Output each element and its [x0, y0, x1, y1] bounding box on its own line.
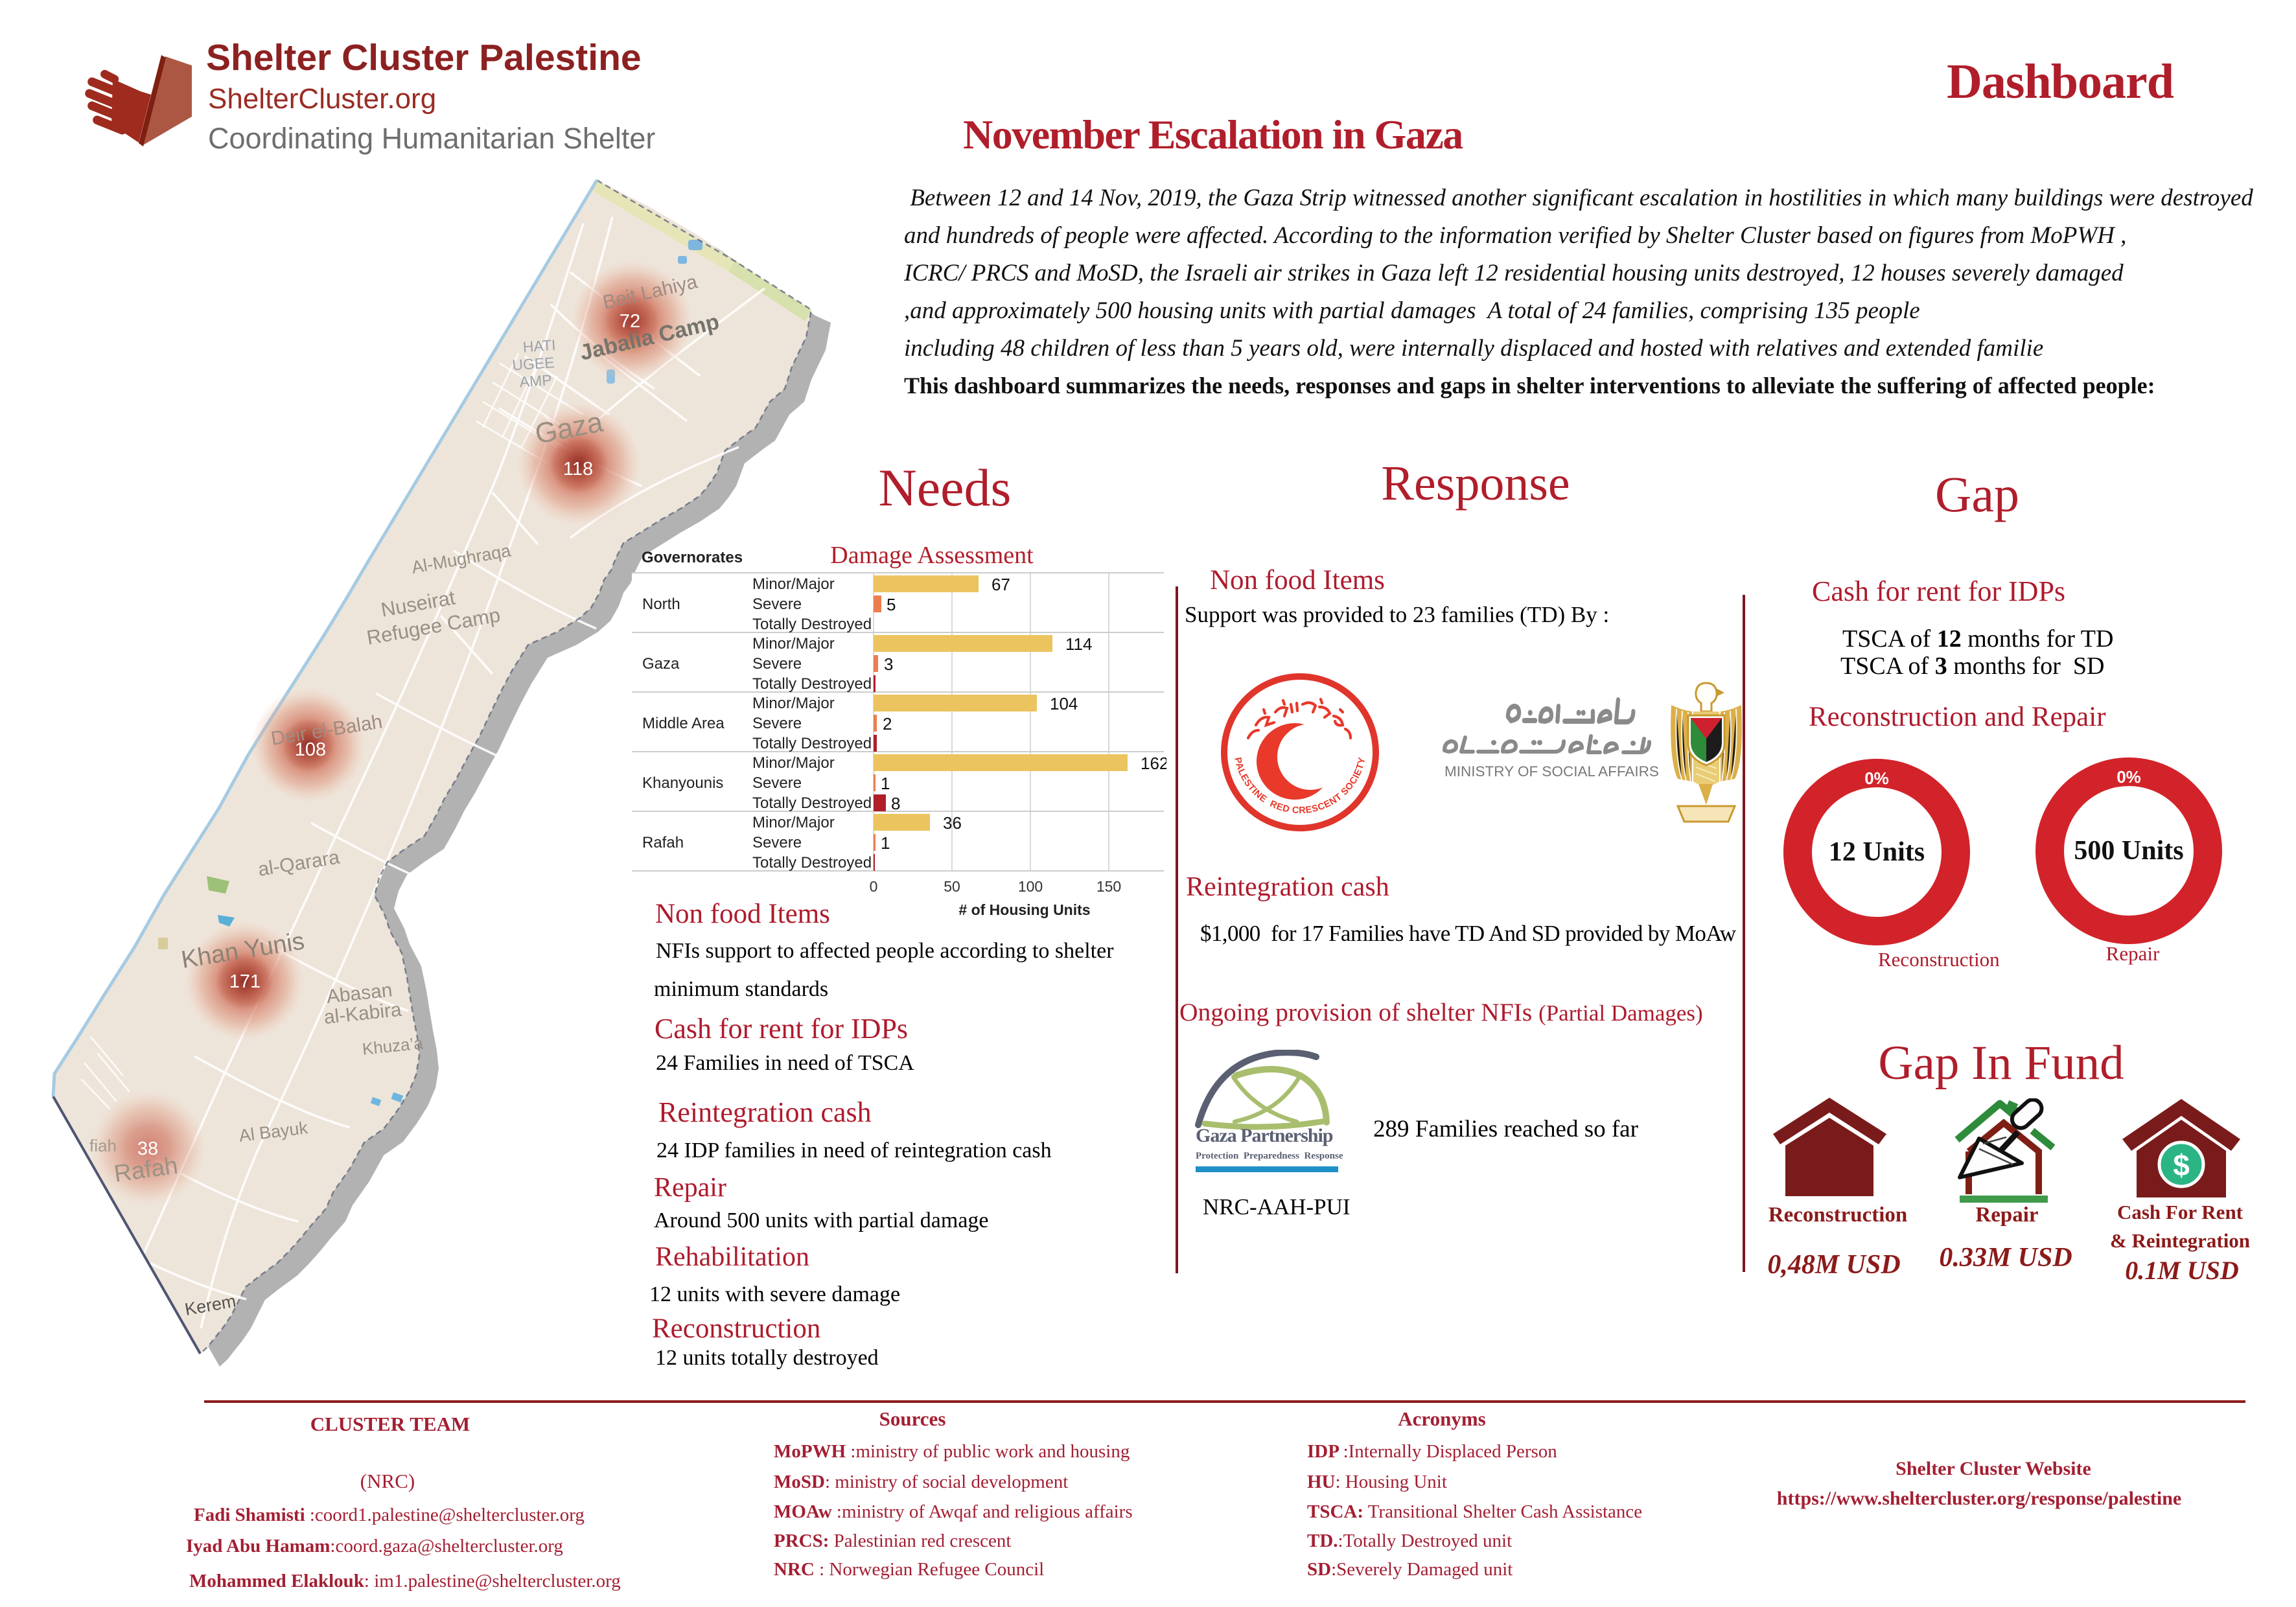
svg-text:fiah: fiah — [89, 1136, 117, 1155]
svg-text:Severe: Severe — [752, 595, 802, 613]
svg-text:2: 2 — [883, 714, 892, 734]
svg-text:114: 114 — [1065, 634, 1092, 654]
svg-text:0: 0 — [870, 878, 878, 895]
svg-text:HATI: HATI — [522, 336, 556, 355]
svg-text:Gaza: Gaza — [642, 655, 680, 673]
svg-text:# of Housing Units: # of Housing Units — [958, 901, 1090, 918]
svg-text:150: 150 — [1096, 878, 1121, 895]
svg-text:Protection Preparedness Resp: Protection Preparedness Response — [1196, 1151, 1343, 1161]
svg-text:36: 36 — [943, 813, 962, 833]
svg-text:162: 162 — [1141, 754, 1166, 773]
svg-text:UGEE: UGEE — [512, 354, 555, 373]
svg-text:118: 118 — [563, 459, 593, 480]
svg-text:12 Units: 12 Units — [1829, 837, 1925, 867]
svg-text:67: 67 — [991, 575, 1010, 594]
svg-text:$: $ — [2173, 1148, 2190, 1182]
svg-text:50: 50 — [944, 878, 960, 895]
svg-text:Severe: Severe — [752, 655, 802, 673]
svg-text:Severe: Severe — [752, 834, 802, 851]
svg-text:Totally Destroyed: Totally Destroyed — [752, 794, 872, 812]
svg-text:MINISTRY OF SOCIAL AFFAIRS: MINISTRY OF SOCIAL AFFAIRS — [1444, 763, 1659, 780]
svg-text:72: 72 — [620, 311, 640, 332]
svg-text:5: 5 — [887, 595, 896, 614]
svg-text:100: 100 — [1018, 878, 1043, 895]
svg-text:1: 1 — [881, 833, 890, 853]
svg-text:171: 171 — [229, 971, 261, 992]
svg-text:0%: 0% — [2116, 767, 2141, 787]
svg-text:Gaza Partnership: Gaza Partnership — [1196, 1125, 1333, 1146]
svg-text:Totally Destroyed: Totally Destroyed — [752, 616, 872, 633]
svg-text:1: 1 — [881, 774, 890, 793]
svg-text:Totally Destroyed: Totally Destroyed — [752, 735, 872, 752]
svg-text:Rafah: Rafah — [642, 834, 684, 851]
svg-text:104: 104 — [1050, 694, 1078, 713]
svg-text:500 Units: 500 Units — [2074, 836, 2183, 866]
svg-text:North: North — [642, 595, 680, 613]
svg-text:AMP: AMP — [519, 371, 553, 390]
svg-text:Minor/Major: Minor/Major — [752, 754, 835, 772]
svg-text:3: 3 — [884, 654, 893, 674]
svg-text:Minor/Major: Minor/Major — [752, 695, 835, 712]
svg-text:Middle Area: Middle Area — [642, 715, 725, 732]
svg-text:108: 108 — [295, 739, 326, 760]
svg-text:Khanyounis: Khanyounis — [642, 774, 723, 792]
svg-text:0%: 0% — [1864, 769, 1889, 788]
svg-text:Minor/Major: Minor/Major — [752, 575, 835, 593]
svg-text:Minor/Major: Minor/Major — [752, 814, 835, 831]
svg-text:38: 38 — [137, 1139, 158, 1159]
svg-text:Governorates: Governorates — [642, 549, 743, 566]
svg-text:Totally Destroyed: Totally Destroyed — [752, 675, 872, 693]
svg-text:Severe: Severe — [752, 774, 802, 792]
svg-text:Totally Destroyed: Totally Destroyed — [752, 854, 872, 872]
svg-text:8: 8 — [891, 794, 900, 813]
svg-text:Severe: Severe — [752, 715, 802, 732]
svg-text:Minor/Major: Minor/Major — [752, 635, 835, 653]
